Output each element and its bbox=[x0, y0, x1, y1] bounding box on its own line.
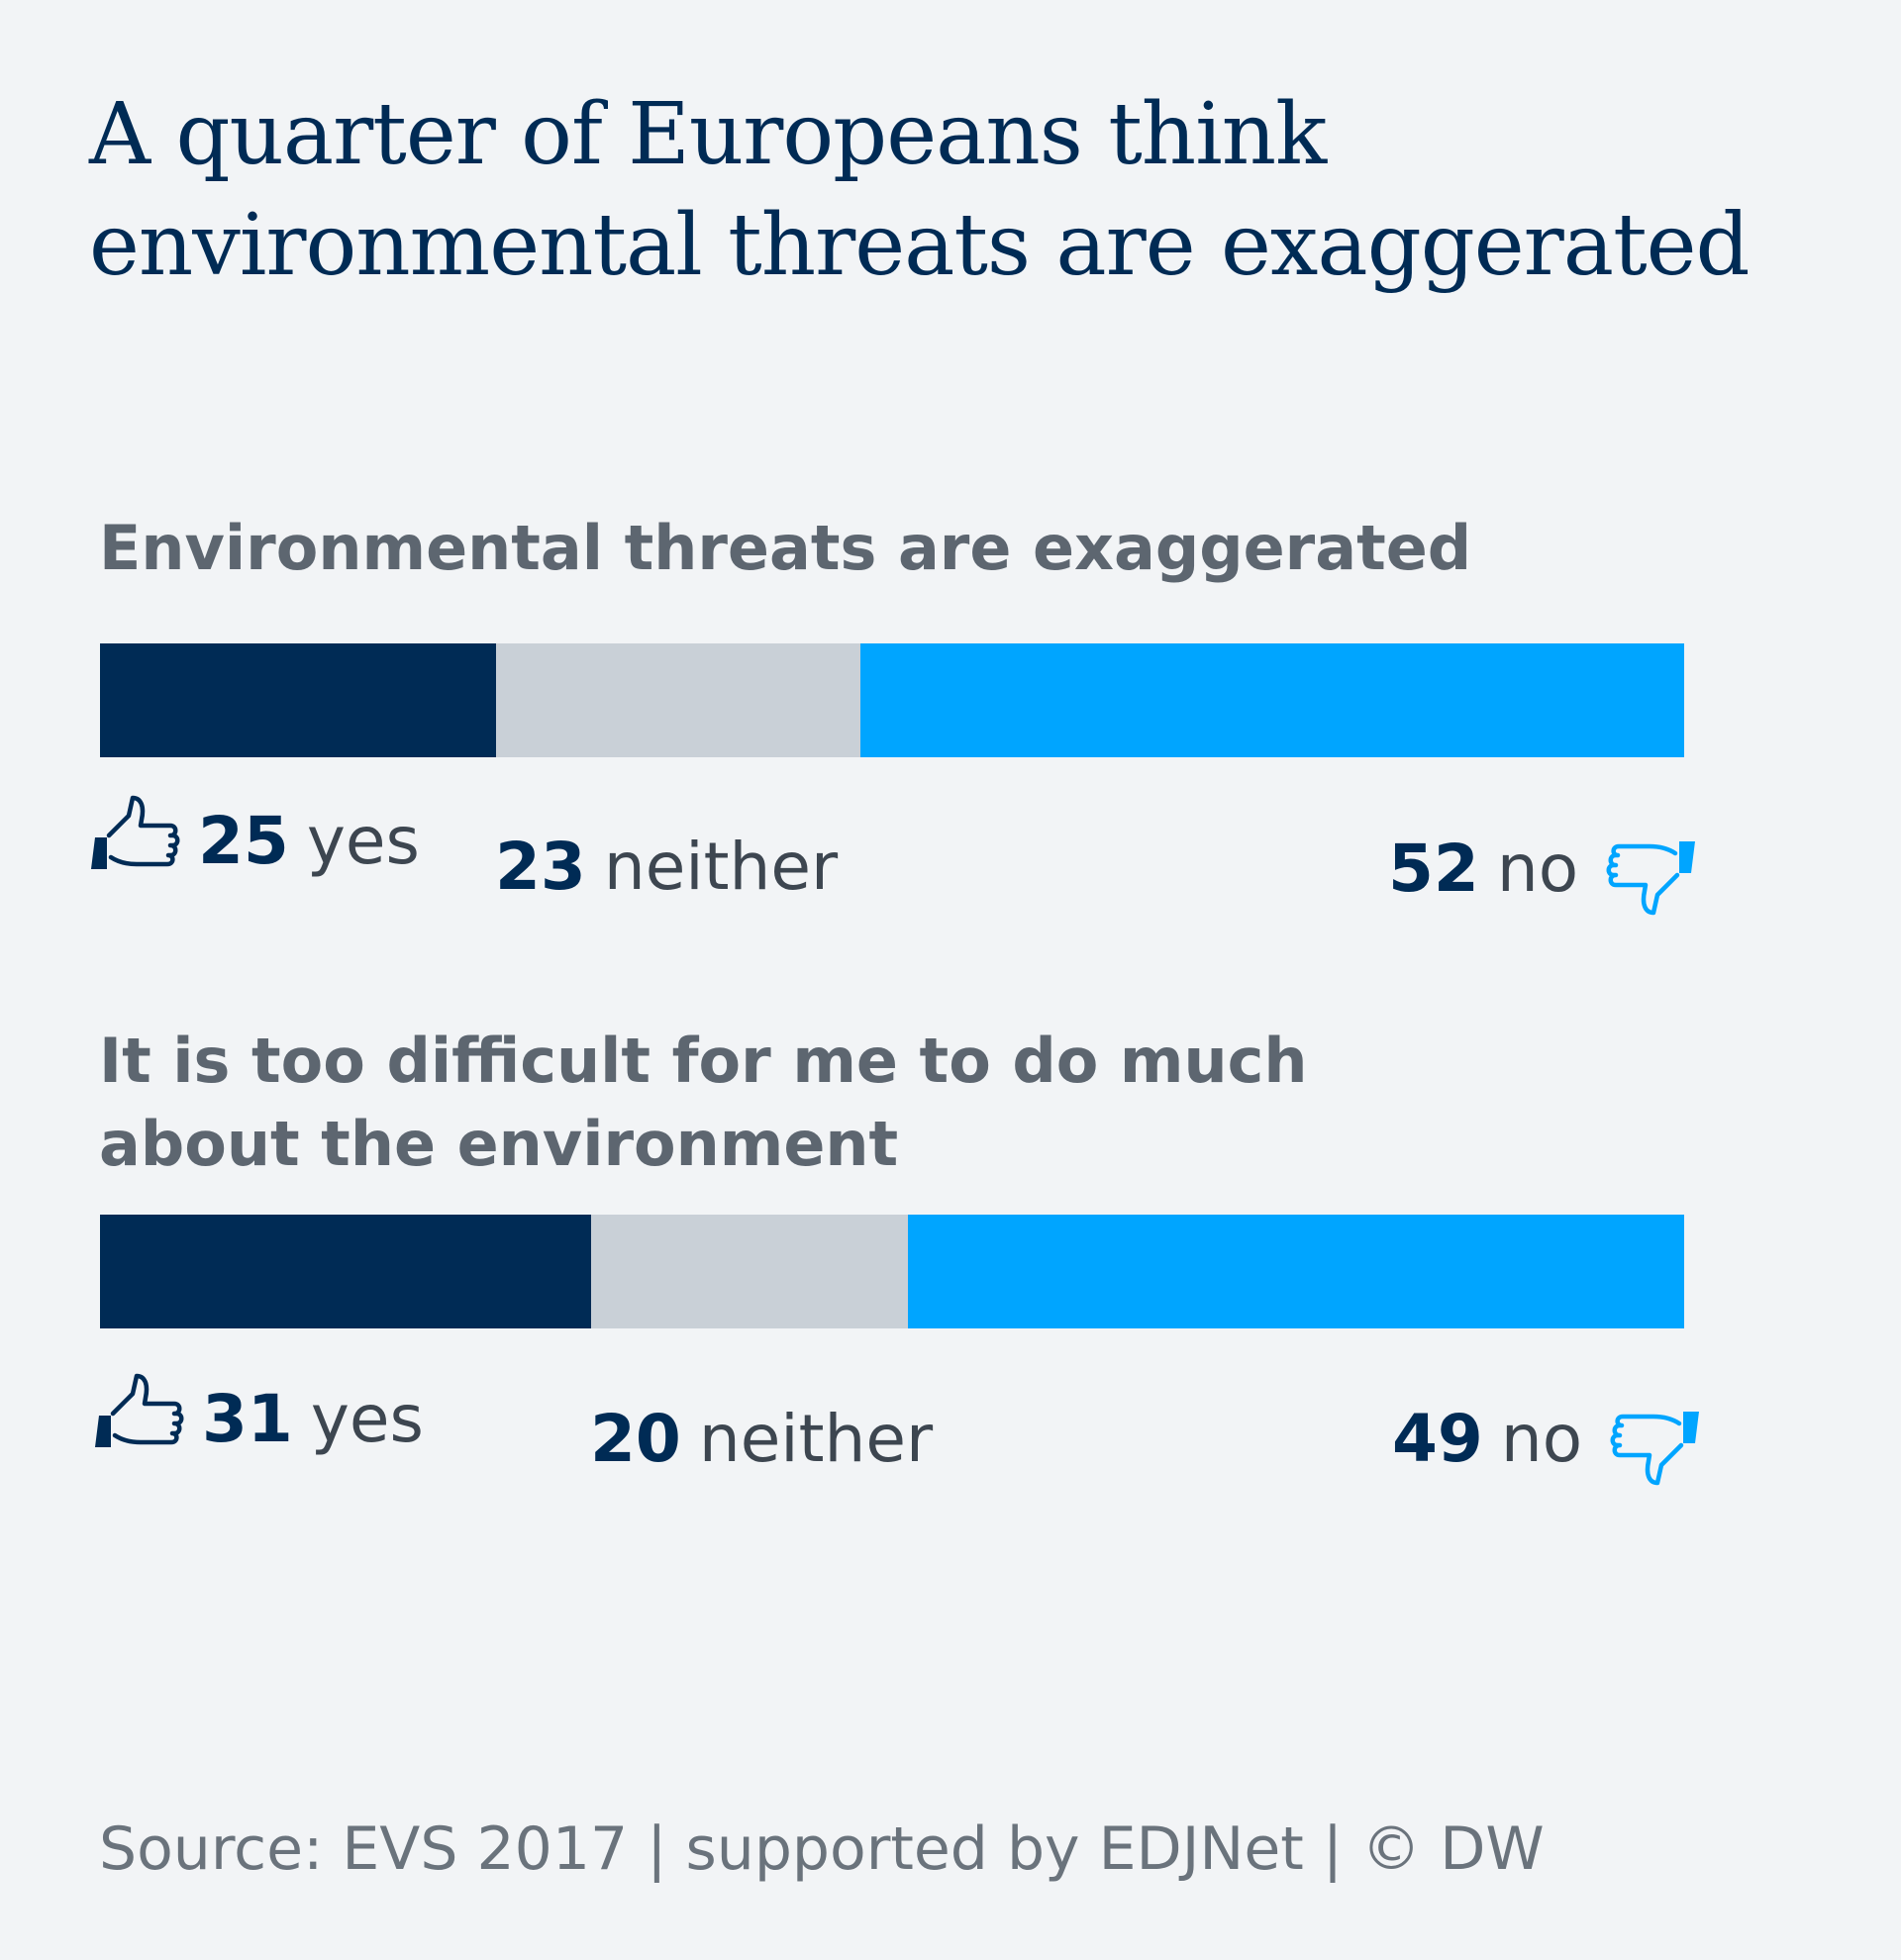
thumbs-down-icon bbox=[1610, 1412, 1700, 1486]
bar-1-neither-label: 23 neither bbox=[495, 828, 838, 907]
bar-1-neither-value: 23 bbox=[495, 829, 586, 905]
bar-1-segment-no bbox=[860, 643, 1684, 757]
bar-2-no-text: no bbox=[1500, 1401, 1583, 1477]
question-2-line-1: It is too difficult for me to do much bbox=[99, 1025, 1308, 1097]
bar-2-no-value: 49 bbox=[1392, 1401, 1483, 1477]
thumbs-up-icon bbox=[91, 795, 180, 869]
thumbs-down-icon bbox=[1606, 841, 1696, 916]
chart-title-line-1: A quarter of Europeans think bbox=[89, 85, 1327, 184]
bar-2-segment-no bbox=[908, 1215, 1684, 1328]
bar-1-no-text: no bbox=[1496, 831, 1579, 907]
question-1-line-1: Environmental threats are exaggerated bbox=[99, 512, 1472, 584]
bar-2-segment-neither bbox=[591, 1215, 908, 1328]
bar-2-no-label: 49 no bbox=[1392, 1390, 1705, 1489]
bar-1-no-label: 52 no bbox=[1388, 820, 1701, 919]
bar-1-segment-yes bbox=[100, 643, 496, 757]
bar-2-yes-text: yes bbox=[310, 1381, 424, 1457]
bar-2-yes-label: 31 yes bbox=[89, 1370, 424, 1469]
bar-1-yes-value: 25 bbox=[198, 803, 289, 879]
bar-2-neither-label: 20 neither bbox=[590, 1400, 933, 1479]
bar-2-yes-value: 31 bbox=[202, 1381, 293, 1457]
bar-1-yes-label: 25 yes bbox=[85, 792, 420, 891]
bar-2-neither-value: 20 bbox=[590, 1401, 681, 1477]
stacked-bar-2 bbox=[100, 1215, 1684, 1328]
bar-2-neither-text: neither bbox=[698, 1401, 934, 1477]
chart-title: A quarter of Europeans think environment… bbox=[89, 79, 1832, 301]
bar-2-segment-yes bbox=[100, 1215, 591, 1328]
bar-1-no-value: 52 bbox=[1388, 831, 1479, 907]
bar-1-neither-text: neither bbox=[603, 829, 839, 905]
question-2-line-2: about the environment bbox=[99, 1108, 899, 1180]
chart-title-line-2: environmental threats are exaggerated bbox=[89, 196, 1751, 295]
source-credit: Source: EVS 2017 | supported by EDJNet |… bbox=[99, 1814, 1545, 1884]
question-2-label: It is too difficult for me to do much ab… bbox=[99, 1020, 1683, 1186]
bar-1-segment-neither bbox=[496, 643, 860, 757]
question-1-label: Environmental threats are exaggerated bbox=[99, 507, 1683, 590]
stacked-bar-1 bbox=[100, 643, 1684, 757]
bar-1-yes-text: yes bbox=[306, 803, 420, 879]
thumbs-up-icon bbox=[95, 1373, 184, 1447]
